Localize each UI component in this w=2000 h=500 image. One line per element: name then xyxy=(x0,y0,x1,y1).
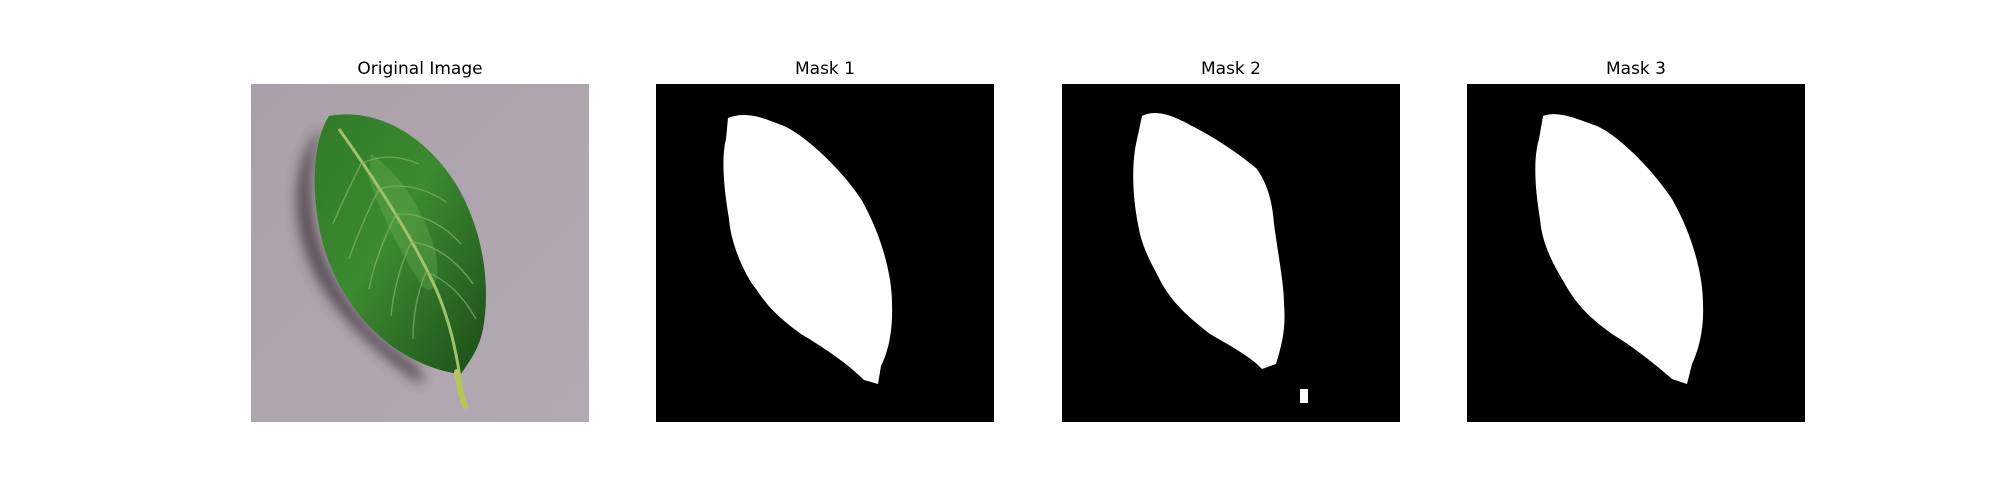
leaf-shadow xyxy=(296,128,423,384)
mask-2-image xyxy=(1062,84,1400,422)
mask-leaf-region xyxy=(1133,113,1285,370)
panel-title: Mask 1 xyxy=(794,59,855,79)
leaf-stem xyxy=(454,369,468,409)
mask-1-image xyxy=(656,84,994,422)
mask-3-image xyxy=(1467,84,1805,422)
mask-stem-fragment xyxy=(1300,389,1308,403)
panel-title: Mask 3 xyxy=(1605,59,1666,79)
mask-2-panel: Mask 2 xyxy=(1062,58,1400,422)
original-image-panel: Original Image xyxy=(251,58,589,422)
mask-1-panel: Mask 1 xyxy=(656,58,994,422)
leaf-midrib xyxy=(337,128,463,385)
mask-leaf-region xyxy=(1535,114,1704,384)
leaf-photo xyxy=(251,84,589,422)
mask-3-panel: Mask 3 xyxy=(1467,58,1805,422)
mask-leaf-region xyxy=(723,115,893,384)
panel-title: Mask 2 xyxy=(1200,59,1261,79)
panel-title: Original Image xyxy=(357,59,483,79)
leaf-veins xyxy=(332,156,477,340)
